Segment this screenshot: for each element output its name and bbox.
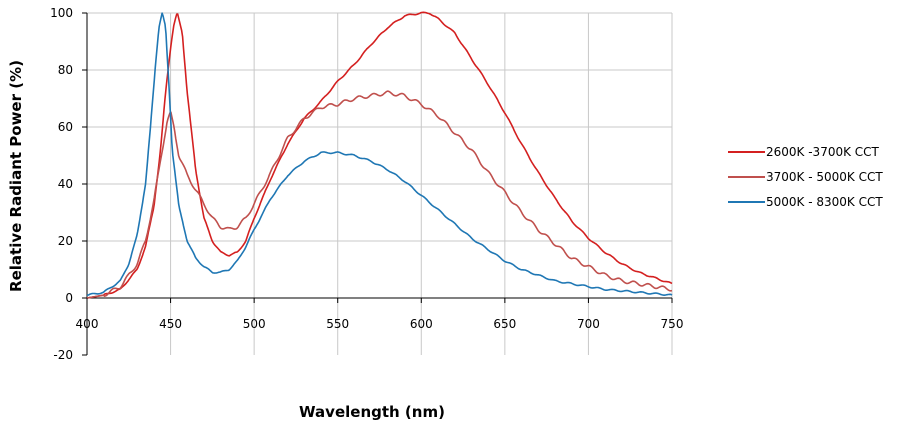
- x-axis-title: Wavelength (nm): [299, 403, 445, 421]
- y-tick-label: 60: [58, 120, 73, 134]
- y-tick-label: 40: [58, 177, 73, 191]
- y-tick-label: 0: [65, 291, 73, 305]
- series-line-3: [87, 12, 673, 297]
- x-tick-label: 400: [76, 317, 99, 331]
- x-tick-label: 700: [577, 317, 600, 331]
- x-tick-label: 550: [326, 317, 349, 331]
- legend-label-3: 5000K - 8300K CCT: [766, 195, 883, 209]
- legend: 2600K -3700K CCT 3700K - 5000K CCT 5000K -…: [728, 145, 883, 209]
- legend-label-2: 3700K - 5000K CCT: [766, 170, 883, 184]
- x-tick-label: 750: [661, 317, 684, 331]
- y-axis-title: Relative Radiant Power (%): [7, 60, 25, 292]
- series-line-1: [86, 11, 673, 299]
- x-tick-label: 450: [159, 317, 182, 331]
- y-tick-label: 80: [58, 63, 73, 77]
- legend-label-1: 2600K -3700K CCT: [766, 145, 880, 159]
- tick-labels: -20 0 20 40 60 80 100 400 450 500 550 600 650 700 750: [50, 6, 683, 362]
- x-tick-label: 650: [493, 317, 516, 331]
- x-tick-label: 500: [243, 317, 266, 331]
- y-tick-label: 100: [50, 6, 73, 20]
- grid: [87, 12, 673, 355]
- x-tick-label: 600: [410, 317, 433, 331]
- y-tick-label: 20: [58, 234, 73, 248]
- series-line-2: [86, 90, 673, 299]
- series-lines: [86, 11, 673, 299]
- y-tick-label: -20: [53, 348, 73, 362]
